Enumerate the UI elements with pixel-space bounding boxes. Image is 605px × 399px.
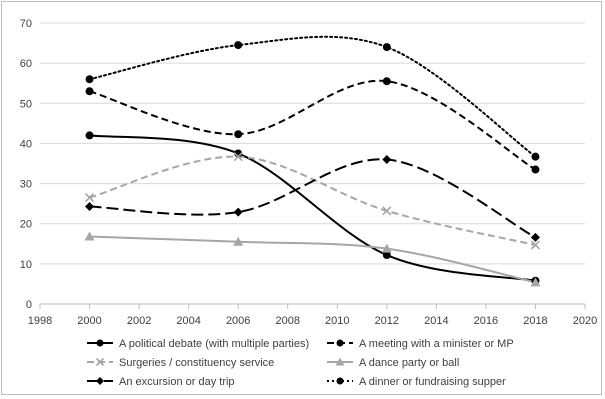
data-point-surgeries-constituency-service-stroke (233, 152, 243, 162)
x-tick-label: 2010 (325, 315, 349, 327)
x-tick-label: 2006 (226, 315, 250, 327)
legend-swatch-marker (96, 339, 104, 347)
legend-swatch-marker (336, 339, 344, 347)
x-tick-label: 2012 (375, 315, 399, 327)
series-line-an-excursion-or-day-trip (89, 158, 536, 239)
series-line-a-meeting-with-a-minister-or-mp (89, 79, 536, 171)
data-point-an-excursion-or-day-trip (382, 154, 392, 164)
y-tick-label: 10 (20, 259, 32, 271)
y-tick-label: 70 (20, 18, 32, 30)
series-line-a-dance-party-or-ball (89, 235, 536, 284)
data-point-an-excursion-or-day-trip (530, 232, 540, 242)
data-point-surgeries-constituency-service-stroke (382, 206, 392, 216)
data-point-surgeries-constituency-service (233, 152, 243, 162)
data-point-a-meeting-with-a-minister-or-mp (85, 87, 94, 96)
data-point-surgeries-constituency-service-stroke (84, 193, 95, 203)
x-tick-label: 2016 (474, 315, 498, 327)
data-point-an-excursion-or-day-trip (85, 201, 95, 211)
data-point-a-dinner-or-fundraising-supper (531, 152, 540, 161)
legend-item-surgeries-constituency-service: Surgeries / constituency service (87, 357, 274, 369)
legend-swatch-marker (336, 377, 344, 385)
x-tick-label: 2008 (275, 315, 299, 327)
x-tick-label: 2002 (127, 315, 151, 327)
y-tick-label: 20 (20, 219, 32, 231)
legend-item-a-meeting-with-a-minister-or-mp: A meeting with a minister or MP (327, 338, 514, 350)
legend-label: A dance party or ball (359, 357, 459, 369)
legend-item-a-dance-party-or-ball: A dance party or ball (327, 357, 459, 369)
y-tick-label: 60 (20, 58, 32, 70)
legend-item-a-dinner-or-fundraising-supper: A dinner or fundraising supper (327, 376, 506, 388)
x-tick-label: 2000 (77, 315, 101, 327)
legend-label: A meeting with a minister or MP (359, 338, 514, 350)
legend-swatch-marker (335, 357, 345, 366)
data-point-a-political-debate-with-multiple-parties (85, 131, 94, 140)
data-point-a-dance-party-or-ball (381, 243, 392, 253)
legend-swatch-marker (95, 357, 105, 367)
data-point-surgeries-constituency-service (382, 206, 392, 216)
x-tick-label: 2018 (523, 315, 547, 327)
legend-item-an-excursion-or-day-trip: An excursion or day trip (87, 376, 235, 388)
x-tick-label: 2020 (573, 315, 597, 327)
x-tick-label: 2004 (176, 315, 200, 327)
data-point-a-dinner-or-fundraising-supper (85, 75, 94, 84)
data-point-surgeries-constituency-service (84, 193, 95, 203)
series-line-a-political-debate-with-multiple-parties (89, 134, 536, 282)
legend-swatch-marker (96, 377, 104, 385)
legend-swatch-marker-stroke (95, 357, 105, 367)
x-tick-label: 2014 (424, 315, 448, 327)
data-point-a-meeting-with-a-minister-or-mp (531, 165, 540, 174)
data-point-a-meeting-with-a-minister-or-mp (382, 77, 391, 86)
data-point-surgeries-constituency-service-stroke (530, 240, 541, 250)
series-line-surgeries-constituency-service (89, 155, 536, 246)
data-point-a-dinner-or-fundraising-supper (382, 43, 391, 52)
data-point-an-excursion-or-day-trip (233, 207, 243, 217)
legend-label: A dinner or fundraising supper (359, 376, 506, 388)
legend-label: Surgeries / constituency service (119, 357, 274, 369)
data-point-surgeries-constituency-service (530, 240, 541, 250)
y-tick-label: 50 (20, 98, 32, 110)
data-point-a-dance-party-or-ball (530, 277, 541, 287)
series-line-a-dinner-or-fundraising-supper (88, 35, 537, 158)
legend-item-a-political-debate-with-multiple-parties: A political debate (with multiple partie… (87, 338, 309, 350)
data-point-a-dance-party-or-ball (84, 231, 95, 241)
data-point-a-dinner-or-fundraising-supper (234, 41, 243, 50)
data-point-a-meeting-with-a-minister-or-mp (234, 130, 243, 139)
line-chart: 0 10 20 30 40 50 60 70 1998 2000 2002 2004 2006 2008 2… (20, 18, 597, 388)
legend-label: An excursion or day trip (119, 376, 235, 388)
x-tick-label: 1998 (28, 315, 52, 327)
y-tick-label: 30 (20, 179, 32, 191)
data-point-a-political-debate-with-multiple-parties (382, 251, 391, 260)
y-tick-label: 0 (26, 299, 32, 311)
y-tick-label: 40 (20, 138, 32, 150)
legend-label: A political debate (with multiple partie… (119, 338, 309, 350)
data-point-a-dance-party-or-ball (233, 236, 244, 246)
